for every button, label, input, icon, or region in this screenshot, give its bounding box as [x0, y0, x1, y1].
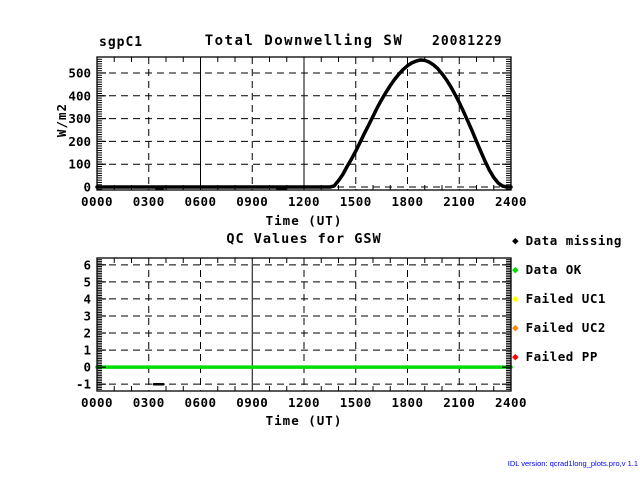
svg-text:2400: 2400 — [495, 395, 527, 410]
svg-text:5: 5 — [83, 274, 91, 289]
svg-text:0300: 0300 — [133, 194, 165, 209]
svg-text:-1: -1 — [76, 377, 91, 392]
version-info: IDL version: qcrad1long_plots.pro,v 1.1 … — [460, 444, 638, 480]
legend-label: Failed UC1 — [525, 291, 606, 306]
site-label: sgpC1 — [99, 35, 144, 50]
svg-text:1500: 1500 — [340, 395, 372, 410]
legend-label: Data missing — [525, 233, 622, 248]
svg-text:0000: 0000 — [81, 395, 113, 410]
svg-text:1200: 1200 — [288, 194, 320, 209]
footer-credit: Wed Jan 7 02:05:27 2009 Battelle Pacific… — [3, 447, 289, 480]
svg-text:0: 0 — [83, 360, 91, 375]
qc-legend: ◆ Data missing ◆ Data OK ◆ Failed UC1 ◆ … — [512, 226, 622, 371]
failed-uc1-marker-icon: ◆ — [512, 292, 519, 305]
svg-text:0600: 0600 — [184, 194, 216, 209]
svg-text:100: 100 — [68, 157, 91, 172]
legend-item-data-missing: ◆ Data missing — [512, 226, 622, 255]
legend-item-failed-pp: ◆ Failed PP — [512, 342, 622, 371]
svg-text:2: 2 — [83, 326, 91, 341]
legend-item-data-ok: ◆ Data OK — [512, 255, 622, 284]
svg-text:0000: 0000 — [81, 194, 113, 209]
failed-pp-marker-icon: ◆ — [512, 350, 519, 363]
qc-plot-title: QC Values for GSW — [226, 231, 382, 247]
svg-text:2100: 2100 — [443, 194, 475, 209]
date-label: 20081229 — [432, 34, 503, 49]
svg-text:500: 500 — [68, 65, 91, 80]
svg-text:400: 400 — [68, 88, 91, 103]
svg-text:2100: 2100 — [443, 395, 475, 410]
top-plot-xlabel: Time (UT) — [265, 213, 343, 228]
top-plot-title: Total Downwelling SW — [204, 33, 404, 49]
svg-text:1800: 1800 — [391, 395, 423, 410]
svg-text:6: 6 — [83, 257, 91, 272]
data-missing-marker-icon: ◆ — [512, 234, 519, 247]
svg-text:3: 3 — [83, 308, 91, 323]
legend-label: Data OK — [525, 262, 582, 277]
svg-text:300: 300 — [68, 111, 91, 126]
svg-text:1: 1 — [83, 343, 91, 358]
svg-text:0900: 0900 — [236, 395, 268, 410]
svg-text:0600: 0600 — [184, 395, 216, 410]
legend-label: Failed UC2 — [525, 320, 606, 335]
idl-version-line: IDL version: qcrad1long_plots.pro,v 1.1 — [507, 459, 638, 468]
legend-item-failed-uc1: ◆ Failed UC1 — [512, 284, 622, 313]
legend-item-failed-uc2: ◆ Failed UC2 — [512, 313, 622, 342]
top-plot-ylabel: W/m2 — [54, 102, 69, 138]
svg-text:2400: 2400 — [495, 194, 527, 209]
svg-text:0300: 0300 — [133, 395, 165, 410]
svg-text:0900: 0900 — [236, 194, 268, 209]
svg-text:200: 200 — [68, 134, 91, 149]
legend-label: Failed PP — [525, 349, 598, 364]
svg-text:4: 4 — [83, 291, 91, 306]
svg-text:0: 0 — [83, 180, 91, 195]
failed-uc2-marker-icon: ◆ — [512, 321, 519, 334]
qc-plot-xlabel: Time (UT) — [265, 413, 343, 428]
data-ok-marker-icon: ◆ — [512, 263, 519, 276]
svg-text:1200: 1200 — [288, 395, 320, 410]
svg-text:1800: 1800 — [391, 194, 423, 209]
svg-text:1500: 1500 — [340, 194, 372, 209]
